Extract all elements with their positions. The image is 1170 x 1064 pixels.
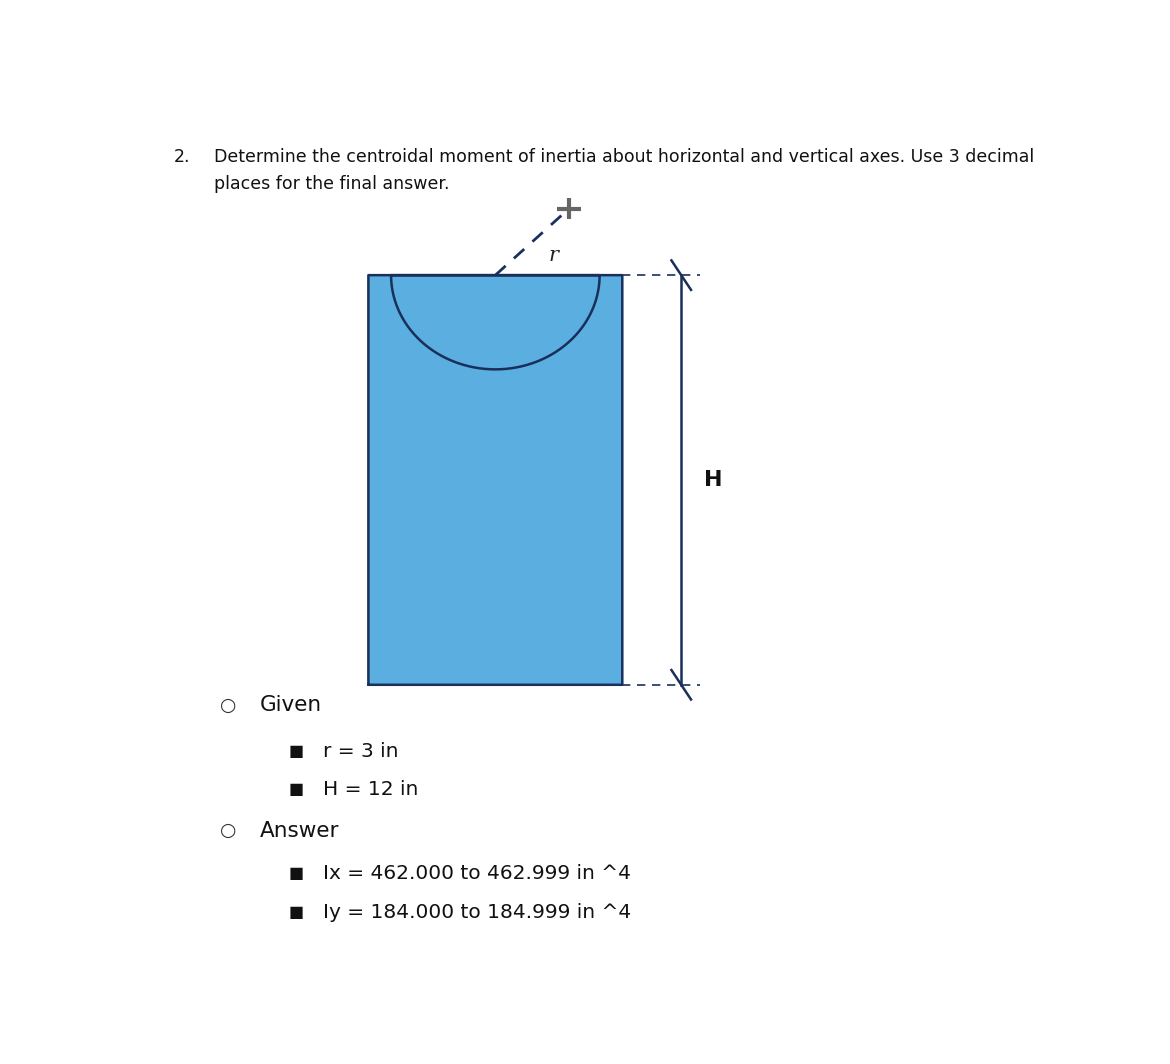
Text: Answer: Answer: [260, 820, 339, 841]
Text: Given: Given: [260, 695, 322, 715]
Text: Ix = 462.000 to 462.999 in ^4: Ix = 462.000 to 462.999 in ^4: [323, 864, 631, 883]
Text: ■: ■: [288, 745, 303, 760]
Text: ○: ○: [220, 821, 236, 841]
Text: ■: ■: [288, 782, 303, 797]
Text: ■: ■: [288, 866, 303, 881]
Text: Iy = 184.000 to 184.999 in ^4: Iy = 184.000 to 184.999 in ^4: [323, 903, 632, 922]
Text: H = 12 in: H = 12 in: [323, 780, 419, 799]
Text: ■: ■: [288, 905, 303, 920]
Text: H: H: [704, 470, 722, 489]
Text: ○: ○: [220, 696, 236, 715]
Text: r = 3 in: r = 3 in: [323, 743, 399, 762]
Polygon shape: [369, 276, 622, 685]
Text: Determine the centroidal moment of inertia about horizontal and vertical axes. U: Determine the centroidal moment of inert…: [214, 148, 1034, 193]
Text: 2.: 2.: [173, 148, 190, 166]
Text: r: r: [549, 246, 558, 265]
